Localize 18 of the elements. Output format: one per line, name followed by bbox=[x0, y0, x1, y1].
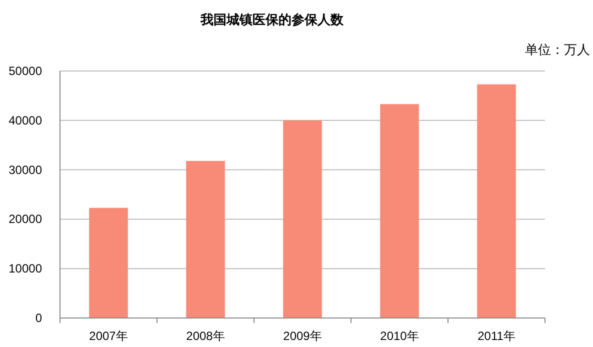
y-tick-label: 0 bbox=[35, 311, 42, 325]
x-tick-label: 2007年 bbox=[89, 329, 128, 343]
text: 单位：万人 bbox=[525, 42, 590, 57]
bar bbox=[283, 120, 322, 318]
x-tick-label: 2009年 bbox=[283, 329, 322, 343]
x-tick-label: 2008年 bbox=[186, 329, 225, 343]
y-tick-label: 30000 bbox=[8, 162, 42, 177]
chart-title: 我国城镇医保的参保人数 bbox=[200, 12, 344, 27]
y-tick-label: 10000 bbox=[8, 262, 42, 276]
bar bbox=[477, 84, 516, 318]
y-tick-label: 40000 bbox=[8, 113, 42, 128]
x-tick-label: 2011年 bbox=[478, 329, 516, 343]
bar bbox=[89, 208, 128, 318]
x-tick-label: 2010年 bbox=[380, 329, 419, 343]
y-tick-label: 50000 bbox=[8, 64, 42, 78]
bar bbox=[186, 160, 225, 318]
bar bbox=[380, 104, 419, 318]
y-tick-label: 20000 bbox=[8, 212, 42, 226]
